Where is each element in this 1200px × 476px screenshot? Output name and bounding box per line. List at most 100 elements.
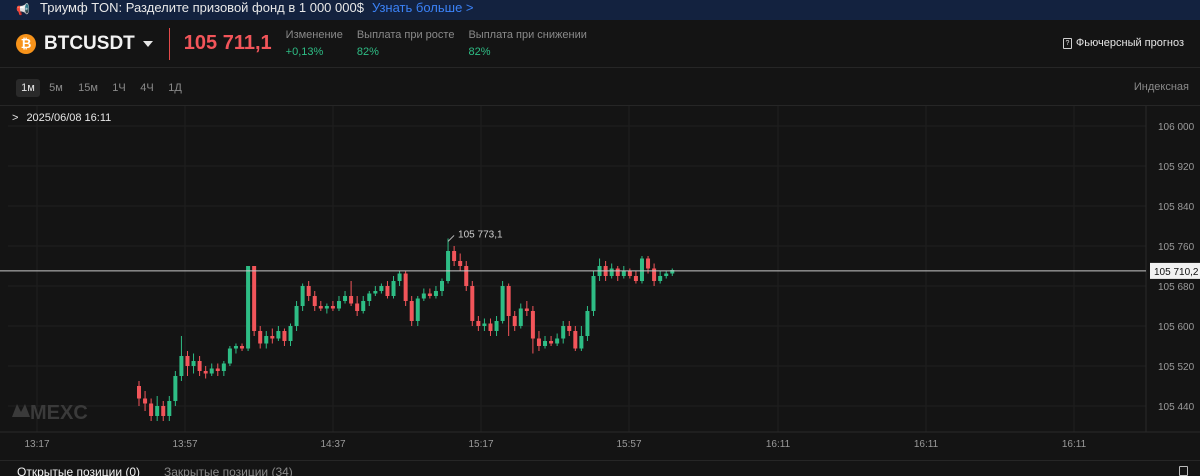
candle xyxy=(446,238,451,284)
candle xyxy=(573,326,578,351)
price-chart[interactable]: MEXC 106 000 105 920 105 840 105 760 105 680… xyxy=(0,106,1200,462)
index-price-toggle[interactable]: Индексная xyxy=(1133,81,1189,93)
candle xyxy=(567,321,572,336)
crosshair-date-toggle[interactable]: > 2025/06/08 16:11 xyxy=(12,112,111,124)
candle xyxy=(264,331,269,349)
candle xyxy=(506,283,511,336)
candle xyxy=(143,391,148,411)
candlestick-chart-svg[interactable]: MEXC 106 000 105 920 105 840 105 760 105 680… xyxy=(0,106,1200,462)
candle xyxy=(633,271,638,284)
chart-toolbar: 1м 5м 15м 1Ч 4Ч 1Д Индексная xyxy=(0,68,1200,106)
candle xyxy=(215,363,220,376)
candle xyxy=(221,361,226,376)
candle xyxy=(670,268,675,276)
candle xyxy=(536,331,541,351)
candle xyxy=(233,343,238,354)
x-tick-label: 15:57 xyxy=(616,439,641,450)
candle xyxy=(427,288,432,299)
candle xyxy=(415,296,420,326)
candle xyxy=(258,326,263,349)
candle xyxy=(246,266,251,351)
timeframe-15m[interactable]: 15м xyxy=(78,82,98,94)
candle xyxy=(397,271,402,286)
candle xyxy=(300,283,305,311)
tab-open-positions[interactable]: Открытые позиции (0) xyxy=(17,465,141,476)
timeframe-1m[interactable]: 1м xyxy=(16,79,40,97)
banner-learn-more-link[interactable]: Узнать больше > xyxy=(371,0,474,15)
timeframe-1d[interactable]: 1Д xyxy=(168,82,182,94)
y-tick-label: 105 760 xyxy=(1158,242,1195,253)
candle xyxy=(579,326,584,351)
y-tick-label: 106 000 xyxy=(1158,122,1195,133)
change-value: +0,13% xyxy=(285,46,324,58)
payout-down-label: Выплата при снижении xyxy=(468,29,587,41)
candle xyxy=(330,301,335,311)
timeframe-1h[interactable]: 1Ч xyxy=(112,82,126,94)
futures-forecast-label: Фьючерсный прогноз xyxy=(1075,37,1184,49)
candle xyxy=(627,268,632,279)
candle xyxy=(379,283,384,294)
candle xyxy=(549,336,554,346)
change-stat: Изменение +0,13% xyxy=(286,20,343,68)
candle xyxy=(167,396,172,421)
candle xyxy=(294,301,299,331)
candle xyxy=(270,328,275,344)
candle xyxy=(621,266,626,279)
timeframe-4h[interactable]: 4Ч xyxy=(140,82,154,94)
candle xyxy=(282,328,287,346)
x-tick-label: 13:17 xyxy=(24,439,49,450)
change-label: Изменение xyxy=(285,29,343,41)
x-tick-label: 16:11 xyxy=(766,439,791,450)
candle xyxy=(524,301,529,316)
candle xyxy=(385,281,390,299)
candle xyxy=(288,323,293,346)
candle xyxy=(652,263,657,286)
caret-down-icon xyxy=(142,40,153,47)
y-tick-label: 105 520 xyxy=(1158,362,1195,373)
symbol-header: ₿ BTCUSDT 105 711,1 Изменение +0,13% Вып… xyxy=(0,20,1200,68)
candle xyxy=(203,366,208,379)
symbol-selector[interactable]: ₿ BTCUSDT xyxy=(16,33,153,55)
x-tick-label: 16:11 xyxy=(914,439,939,450)
candle xyxy=(155,396,160,421)
futures-forecast-button[interactable]: ? Фьючерсный прогноз xyxy=(1062,37,1184,49)
x-tick-label: 16:11 xyxy=(1062,439,1087,450)
candle xyxy=(361,296,366,314)
candle xyxy=(312,291,317,311)
current-price-label: 105 710,2 xyxy=(1154,267,1199,278)
candle xyxy=(306,281,311,301)
candle xyxy=(512,311,517,331)
candle xyxy=(137,381,141,406)
last-price: 105 711,1 xyxy=(183,32,272,54)
candle xyxy=(488,318,493,336)
mexc-logo-icon xyxy=(12,404,30,417)
candle xyxy=(349,281,354,306)
candle xyxy=(173,371,178,406)
y-tick-label: 105 920 xyxy=(1158,162,1195,173)
x-tick-label: 15:17 xyxy=(468,439,493,450)
candle xyxy=(373,286,378,296)
promo-banner: 📢 Триумф TON: Разделите призовой фонд в … xyxy=(0,0,1200,20)
candle xyxy=(149,398,154,421)
tab-closed-positions[interactable]: Закрытые позиции (34) xyxy=(164,465,293,476)
candle xyxy=(209,363,214,376)
candle xyxy=(639,256,644,284)
candle xyxy=(276,326,281,341)
timeframe-5m[interactable]: 5м xyxy=(49,82,63,94)
x-tick-label: 13:57 xyxy=(172,439,197,450)
payout-up-value: 82% xyxy=(356,46,379,58)
candle xyxy=(530,306,535,354)
candle xyxy=(336,296,341,311)
payout-up-stat: Выплата при росте 82% xyxy=(357,20,455,68)
candle xyxy=(161,401,166,421)
candle xyxy=(591,271,596,316)
current-price-tag xyxy=(1150,262,1200,279)
candle xyxy=(476,316,481,331)
crosshair-date: 2025/06/08 16:11 xyxy=(26,112,112,124)
candle xyxy=(452,246,457,266)
document-icon[interactable] xyxy=(1179,466,1188,476)
candle xyxy=(433,286,438,299)
candle xyxy=(561,321,566,344)
bitcoin-icon: ₿ xyxy=(16,33,36,54)
candle xyxy=(458,253,463,271)
